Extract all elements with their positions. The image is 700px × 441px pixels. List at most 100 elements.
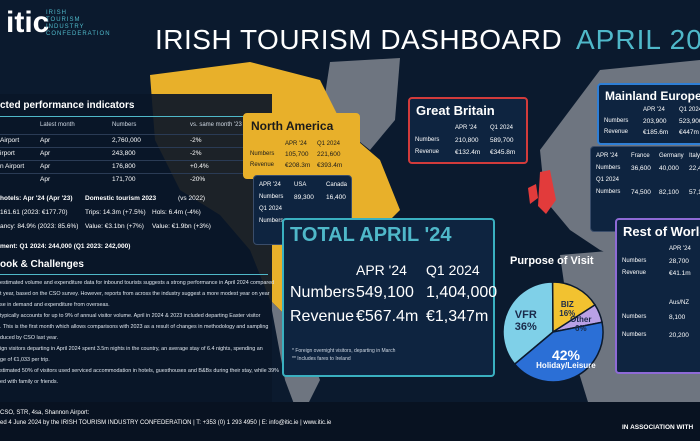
column-header: Italy (689, 153, 700, 159)
org-name: IRISH (46, 10, 68, 16)
month: APRIL 2024 (576, 24, 700, 55)
domestic-cell: Value: €3.1bn (+7%) (85, 223, 144, 230)
column-header: APR '24 (669, 246, 691, 252)
slice-label: 6% (575, 323, 587, 333)
column-header: Q1 2024 (317, 141, 341, 147)
ireland (528, 184, 538, 204)
cell: 221,600 (317, 151, 341, 158)
row-label: Numbers (250, 151, 275, 157)
cell: 74,500 (631, 189, 651, 196)
slice-name: BIZ (560, 299, 574, 309)
divider (0, 116, 268, 117)
domestic-cell: Value: €1.9bn (+3%) (152, 223, 211, 230)
row-label: Revenue (250, 162, 275, 168)
cell: 8,100 (669, 314, 686, 321)
footer-band (0, 402, 700, 441)
row-label: Numbers (622, 258, 647, 264)
cell: 523,900 (679, 118, 700, 125)
hotels-rate: 161.61 (2023: €177.70) (0, 209, 68, 216)
section-title: cted performance indicators (0, 100, 135, 111)
cell: 243,800 (112, 150, 136, 157)
cell: €132.4m (455, 149, 481, 156)
logo: itic (6, 6, 50, 39)
column-header: APR '24 (455, 125, 477, 131)
cell: 203,900 (643, 118, 667, 125)
cell: 57,100 (689, 189, 700, 196)
column-header: APR '24 (285, 141, 307, 147)
region-name: North America (251, 119, 334, 133)
cell: 171,700 (112, 176, 136, 183)
pie-slice (551, 281, 597, 334)
row-label: Numbers (596, 189, 621, 195)
row-label: Q1 2024 (259, 206, 283, 212)
pie-slice (513, 321, 604, 383)
cell: €185.6m (643, 129, 669, 136)
cell: 22,400 (689, 165, 700, 172)
row-label: Numbers (259, 194, 284, 200)
slice-label: 16% (559, 308, 576, 318)
region-name: Rest of World (623, 224, 700, 239)
cell: 210,800 (455, 137, 479, 144)
domestic-compare: (vs 2022) (178, 195, 206, 202)
domestic-cell: Trips: 14.3m (+7.5%) (85, 209, 146, 216)
region-box: North America APR '24 Q1 2024 Numbers 105,70… (243, 113, 360, 179)
row-label: Q1 2024 (596, 177, 620, 183)
cell: 176,800 (112, 163, 136, 170)
pie-chart (502, 281, 604, 383)
cell: 89,300 (294, 194, 314, 201)
row-divider (0, 173, 268, 174)
row-divider (0, 147, 268, 148)
cell: 20,200 (669, 332, 689, 339)
column-header: APR '24 (643, 107, 665, 113)
cell: 40,000 (659, 165, 679, 172)
outlook-line: duced by CSO last year. (0, 335, 59, 341)
region-name: TOTAL APRIL '24 (290, 224, 452, 246)
region-box: Rest of World APR '24 Numbers 28,700 Revenue… (615, 218, 700, 374)
cell: +0.4% (190, 163, 209, 170)
cell: 589,700 (490, 137, 514, 144)
row-divider (0, 160, 268, 161)
org-name: TOURISM (46, 17, 81, 23)
row-label: Numbers (259, 218, 284, 224)
outlook-line: ed with family or friends. (0, 379, 59, 385)
column-header: vs. same month '23 (190, 122, 242, 128)
column-header: Q1 2024 (679, 107, 700, 113)
cell: €447m (679, 129, 699, 136)
britain (538, 170, 556, 214)
cell: Apr (40, 137, 51, 144)
outlook-line: estimated volume and expenditure data fo… (0, 280, 275, 286)
outlook-line: . This is the first month which allows c… (0, 324, 269, 330)
cell: €208.3m (285, 162, 311, 169)
org-name: INDUSTRY (46, 24, 85, 30)
outlook-line: typically accounts for up to 9% of annua… (0, 313, 261, 319)
row-label: Numbers (290, 284, 355, 301)
cell: n Airport (0, 163, 25, 170)
outlook-line: ge of €1,033 per trip. (0, 357, 50, 363)
outlook-line: se in demand and expenditure from overse… (0, 302, 110, 308)
domestic-title: Domestic tourism 2023 (85, 195, 157, 202)
region-name: Mainland Europe (605, 89, 700, 103)
breakdown-box: APR '24 France Germany Italy Numbers 36,600 40… (590, 146, 700, 232)
column-header: Germany (659, 153, 684, 159)
cell: Apr (40, 176, 51, 183)
region-box: TOTAL APRIL '24 APR '24 Q1 2024 Numbers 549,… (282, 218, 497, 377)
cell: 105,700 (285, 151, 309, 158)
column-header: Latest month (40, 122, 75, 128)
row-divider (0, 134, 268, 135)
outlook-line: stimated 50% of visitors used serviced a… (0, 368, 279, 374)
row-label: Numbers (604, 118, 629, 124)
cell: 549,100 (356, 284, 414, 301)
pie-title: Purpose of Visit (510, 255, 594, 267)
column-header: Q1 2024 (490, 125, 514, 131)
outlook-line: ign visitors departing in April 2024 spe… (0, 346, 263, 352)
slice-name: Other (570, 314, 592, 324)
row-label: Numbers (622, 314, 647, 320)
cell: €1,347m (426, 308, 489, 325)
cell: -20% (190, 176, 206, 183)
employment: ment: Q1 2024: 244,000 (Q1 2023: 242,000… (0, 243, 131, 250)
row-label: Revenue (604, 129, 629, 135)
note: * Foreign overnight visitors, departing … (292, 348, 396, 354)
org-name: CONFEDERATION (46, 31, 111, 37)
footer-sources: CSO, STR, 4sa, Shannon Airport: (0, 410, 90, 416)
